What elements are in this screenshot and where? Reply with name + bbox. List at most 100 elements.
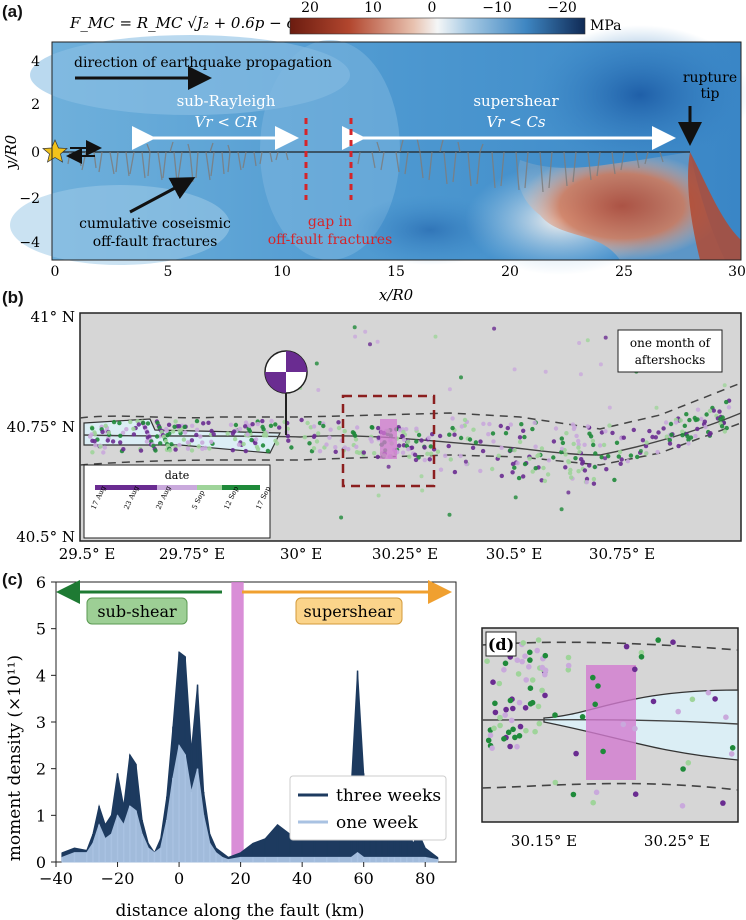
aftershock-point [311,424,317,429]
ytick-label: 5 [36,620,46,639]
aftershock-point [492,709,499,716]
aftershock-point [502,712,508,718]
fractures-arrow-icon [129,177,196,214]
aftershock-point [153,448,158,453]
aftershock-point [563,465,568,470]
aftershock-point [253,437,259,442]
aftershock-point [522,461,528,467]
ytick-label: 0 [36,853,46,872]
xtick: 30.25° E [372,545,438,563]
supershear-tag: supershear [303,602,394,621]
aftershock-point [496,453,501,458]
aftershock-point [369,425,374,430]
aftershock-point [245,432,250,437]
aftershock-point [516,733,523,739]
aftershock-point [499,445,504,450]
aftershock-point [523,727,529,734]
aftershock-point [526,664,532,670]
aftershock-point [576,445,581,450]
aftershock-point [635,454,640,460]
aftershock-point [663,420,669,425]
aftershock-point [503,431,509,436]
panel-c-ylabel: moment density (×10¹¹) [5,655,25,861]
aftershock-point [507,743,513,750]
panel-b-map: one month of aftershocks date 17 Aug 23 … [7,308,742,563]
aftershock-point [514,743,520,750]
aftershock-point [612,477,617,483]
aftershock-point [527,649,533,656]
aftershock-point [289,445,294,450]
aftershock-point [582,442,587,447]
aftershock-point [552,779,559,786]
aftershock-point [729,745,736,751]
aftershock-point [632,666,638,673]
zoom-box [341,394,436,488]
aftershock-point [553,426,559,431]
aftershock-point [585,338,590,343]
aftershock-point [243,448,248,454]
aftershock-point [376,425,381,431]
colorbar: 20 10 0 −10 −20 MPa [289,0,621,35]
aftershock-point [541,465,546,471]
aftershock-point [265,448,271,454]
aftershock-point [512,367,517,372]
aftershock-point [181,437,187,442]
aftershock-point [135,419,140,424]
aftershock-point [664,434,669,439]
aftershock-point [154,434,160,439]
aftershock-point [458,453,463,459]
aftershock-point [638,649,645,656]
aftershock-point [312,433,317,438]
aftershock-point [98,444,103,449]
aftershock-point [599,455,604,460]
aftershock-point [124,427,129,432]
aftershock-point [92,432,98,437]
panel-b-yticks: 41° N 40.75° N 40.5° N [7,308,75,546]
aftershock-point [670,639,676,645]
aftershock-point [405,439,411,444]
panel-c-chart: −40 −20 0 20 40 60 80 0 1 2 3 4 5 6 sub-shear supersh… [5,573,457,920]
aftershock-point [369,439,374,444]
panel-b-xticks: 29.5° E 29.75° E 30° E 30.25° E 30.5° E … [59,545,655,563]
aftershock-point [535,637,542,643]
panel-c-legend: three weeks one week [289,775,447,841]
aftershock-point [607,423,612,428]
aftershock-point [567,470,573,476]
aftershock-point [614,440,620,445]
legend-title: date [165,469,190,482]
aftershock-point [268,423,274,428]
panel-a-ylabel: y/R0 [2,134,20,170]
supershear-label: supershear [473,92,559,110]
aftershock-point [591,481,597,486]
aftershock-point [317,420,323,426]
aftershock-point [578,372,583,377]
aftershock-point [676,443,681,449]
aftershock-point [243,424,248,429]
aftershock-point [90,450,95,455]
aftershock-point [532,420,537,425]
aftershock-point [200,440,205,445]
aftershock-point [247,428,252,434]
aftershock-point [131,432,137,437]
aftershock-point [255,421,260,427]
xtick: 29.75° E [159,545,225,563]
colorbar-tick: −10 [482,0,512,16]
aftershock-point [693,433,698,439]
aftershock-point [459,375,463,380]
aftershock-point [261,433,267,438]
aftershock-point [173,447,178,452]
aftershock-point [473,440,479,445]
aftershock-point [552,712,558,718]
aftershock-point [590,438,596,444]
aftershock-point [342,429,347,434]
aftershock-point [580,461,585,466]
aftershock-point [352,325,357,330]
aftershock-point [522,653,528,659]
aftershock-point [675,708,681,715]
aftershock-point [400,450,406,455]
xtick-label: −20 [101,869,135,888]
aftershock-point [435,449,441,454]
aftershock-point [182,424,187,430]
aftershock-point [563,452,568,457]
aftershock-point [499,473,504,479]
